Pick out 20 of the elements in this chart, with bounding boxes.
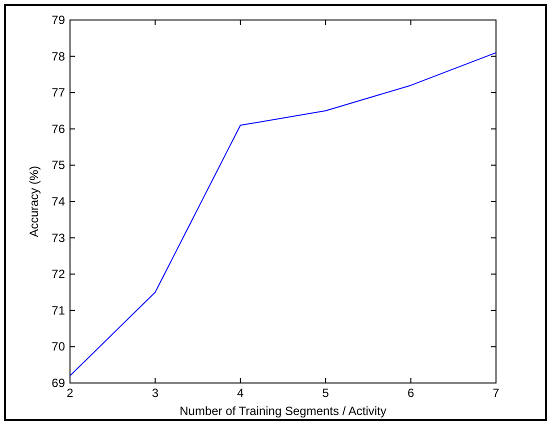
- y-tick-label: 70: [52, 340, 66, 354]
- y-axis-title: Accuracy (%): [27, 166, 41, 238]
- y-tick-label: 73: [52, 230, 66, 245]
- line-series: [70, 52, 496, 376]
- x-tick-label: 5: [322, 386, 330, 400]
- y-tick-label: 77: [52, 86, 66, 100]
- x-tick-label: 2: [66, 386, 74, 400]
- y-tick-label: 79: [52, 13, 66, 27]
- y-tick-label: 76: [52, 122, 66, 136]
- y-tick-label: 72: [52, 267, 66, 282]
- y-tick-label: 71: [52, 303, 66, 318]
- x-axis-title: Number of Training Segments / Activity: [180, 404, 386, 418]
- x-tick-label: 3: [152, 386, 159, 400]
- y-tick-label: 74: [52, 194, 66, 208]
- y-tick-label: 69: [52, 376, 66, 390]
- x-tick-label: 7: [492, 386, 500, 400]
- x-tick-label: 6: [407, 386, 414, 400]
- y-tick-label: 78: [52, 49, 66, 64]
- x-tick-label: 4: [237, 386, 244, 400]
- y-tick-label: 75: [52, 158, 66, 172]
